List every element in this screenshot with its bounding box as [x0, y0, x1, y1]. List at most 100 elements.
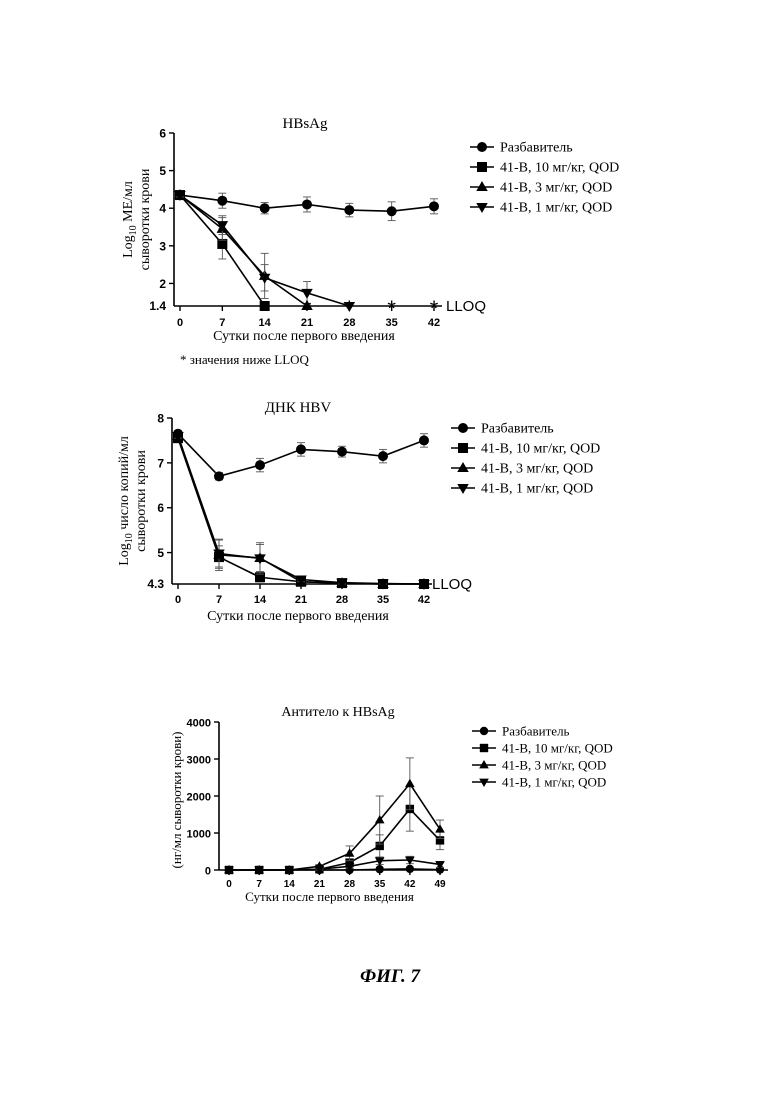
y-axis-label: (нг/мл сыворотки крови): [169, 731, 184, 868]
legend-marker: [457, 462, 469, 472]
y-tick-label: 3000: [187, 755, 211, 767]
legend-marker: [477, 142, 487, 152]
series-0: [173, 429, 429, 482]
below-lloq-asterisk: *: [345, 296, 354, 321]
y-tick-label: 6: [157, 501, 164, 515]
chart-title: HBsAg: [282, 116, 328, 132]
data-point: [405, 779, 415, 787]
x-axis-label: Сутки после первого введения: [207, 609, 389, 624]
data-point: [406, 865, 414, 873]
y-axis-label-line1: Log10 число копий/мл: [117, 436, 135, 566]
lloq-label: LLOQ: [432, 576, 472, 593]
chart-hbsag: HBsAg234561.4071421283542Сутки после пер…: [121, 116, 619, 367]
data-point: [260, 301, 270, 311]
y-axis-label-line2: сыворотки крови: [138, 168, 153, 270]
legend-marker: [476, 181, 488, 191]
y-axis-label-unit: число копий/мл: [117, 436, 132, 533]
legend-label: 41-B, 3 мг/кг, QOD: [502, 758, 606, 773]
legend-label: Разбавитель: [502, 724, 570, 739]
data-point: [260, 203, 270, 213]
data-point: [337, 447, 347, 457]
x-tick-label: 28: [336, 594, 348, 606]
x-tick-label: 49: [434, 879, 446, 890]
x-tick-label: 0: [175, 594, 181, 606]
chart-anti-hbsag: Антитело к HBsAg010002000300040000714212…: [169, 705, 613, 904]
legend-label: Разбавитель: [481, 422, 554, 437]
x-axis-label: Сутки после первого введения: [213, 329, 395, 344]
x-tick-label: 0: [226, 879, 232, 890]
legend-marker: [457, 484, 469, 494]
chart-title: ДНК HBV: [265, 400, 332, 416]
lloq-label: LLOQ: [446, 298, 486, 315]
legend-label: Разбавитель: [500, 141, 573, 156]
y-tick-label: 8: [157, 412, 164, 426]
x-tick-label: 0: [177, 317, 183, 329]
data-point: [429, 201, 439, 211]
data-point: [296, 444, 306, 454]
data-point: [376, 865, 384, 873]
data-point: [214, 471, 224, 481]
legend-marker: [479, 760, 489, 768]
data-point: [378, 451, 388, 461]
y-axis-label-log: Log: [117, 543, 132, 566]
y-tick-label: 3: [159, 239, 166, 253]
legend-marker: [480, 744, 488, 752]
legend-marker: [480, 727, 488, 735]
series-line: [178, 438, 424, 584]
y-base-label: 4.3: [147, 577, 164, 591]
x-axis-label: Сутки после первого введения: [245, 889, 414, 904]
x-tick-label: 14: [254, 594, 267, 606]
legend-label: 41-B, 1 мг/кг, QOD: [481, 482, 593, 497]
x-tick-label: 7: [219, 317, 225, 329]
y-tick-label: 1000: [187, 829, 211, 841]
legend-label: 41-B, 1 мг/кг, QOD: [502, 775, 606, 790]
y-base-label: 1.4: [149, 299, 166, 313]
legend-marker: [458, 423, 468, 433]
series-2: [174, 189, 313, 310]
x-tick-label: 7: [216, 594, 222, 606]
footnote: * значения ниже LLOQ: [180, 352, 310, 367]
y-tick-label: 2000: [187, 792, 211, 804]
y-axis-label-line2: сыворотки крови: [134, 450, 149, 552]
y-tick-label: 0: [205, 866, 211, 878]
data-point: [419, 435, 429, 445]
data-point: [344, 205, 354, 215]
legend-label: 41-B, 10 мг/кг, QOD: [481, 442, 600, 457]
y-tick-label: 5: [157, 546, 164, 560]
chart-title: Антитело к HBsAg: [281, 705, 394, 720]
legend-marker: [476, 203, 488, 213]
y-axis-label-line1: Log10 МЕ/мл: [121, 181, 139, 258]
x-tick-label: 42: [418, 594, 430, 606]
legend-marker: [477, 162, 487, 172]
legend-label: 41-B, 3 мг/кг, QOD: [500, 181, 612, 196]
chart-hbv-dna: ДНК HBV 5 6 7 8 4.3 0 7 14 21 28 35 42 Сутки после пе…: [117, 400, 600, 624]
y-tick-label: 7: [157, 456, 164, 470]
data-point: [217, 196, 227, 206]
legend-label: 41-B, 3 мг/кг, QOD: [481, 462, 593, 477]
y-tick-label: 4: [159, 202, 166, 216]
y-axis-label-log: Log: [121, 235, 136, 258]
y-tick-label: 2: [159, 277, 166, 291]
legend-label: 41-B, 10 мг/кг, QOD: [502, 741, 613, 756]
y-tick-label: 4000: [187, 718, 211, 730]
legend-label: 41-B, 10 мг/кг, QOD: [500, 161, 619, 176]
y-axis-label-unit: МЕ/мл: [121, 181, 136, 225]
series-0: [175, 190, 439, 221]
y-tick-label: 6: [159, 127, 166, 141]
below-lloq-asterisk: *: [387, 296, 396, 321]
figure-label: ФИГ. 7: [360, 966, 421, 987]
data-point: [387, 206, 397, 216]
below-lloq-asterisk: *: [430, 296, 439, 321]
data-point: [255, 460, 265, 470]
x-tick-label: 35: [377, 594, 389, 606]
x-tick-label: 14: [259, 317, 272, 329]
legend-marker: [479, 779, 489, 787]
data-point: [302, 199, 312, 209]
below-lloq-asterisk: *: [303, 296, 312, 321]
y-tick-label: 5: [159, 164, 166, 178]
legend-marker: [458, 443, 468, 453]
x-tick-label: 21: [295, 594, 307, 606]
legend-label: 41-B, 1 мг/кг, QOD: [500, 201, 612, 216]
